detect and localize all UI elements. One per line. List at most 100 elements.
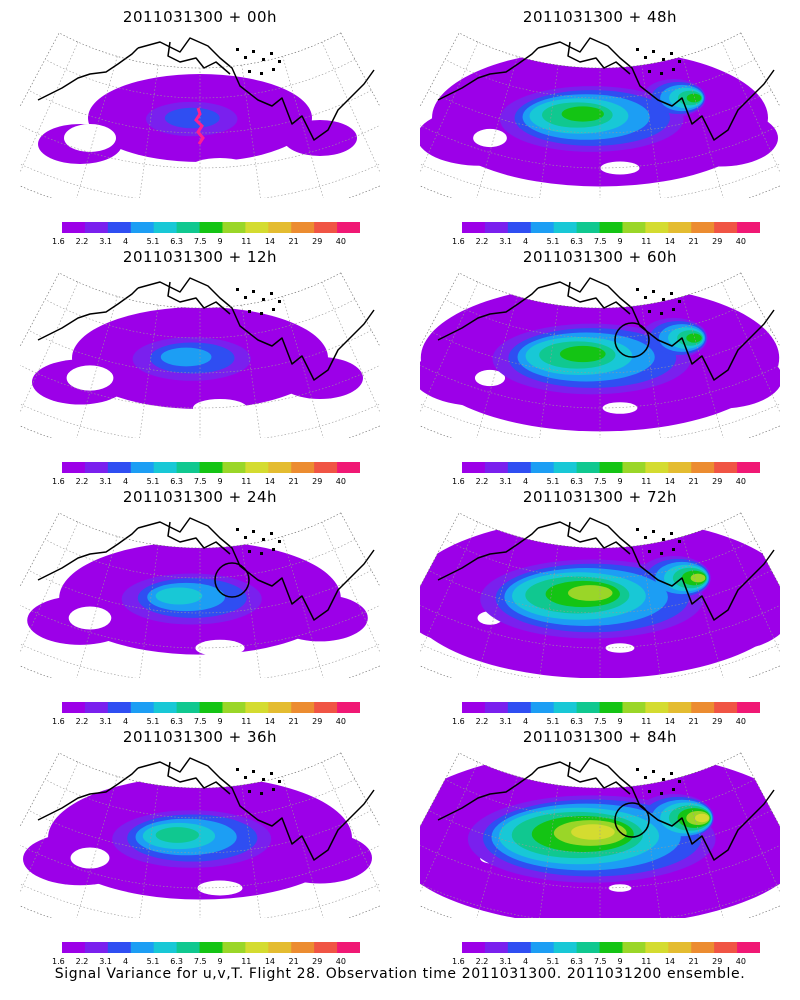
colorbar-tick-label: 1.6 <box>52 957 65 966</box>
island <box>248 790 251 793</box>
colorbar-swatch <box>291 702 315 713</box>
colorbar-swatch <box>153 702 178 713</box>
polar-stereographic-map <box>20 272 380 438</box>
colorbar-swatch <box>507 702 532 713</box>
colorbar-labels: 1.6 2.2 3.1 4 5.1 6.3 7.5 9 11 14 21 29 40 <box>52 717 368 729</box>
colorbar-swatch <box>176 222 201 233</box>
colorbar-tick-label: 14 <box>664 957 676 966</box>
colorbar-swatch <box>462 702 486 713</box>
island <box>652 530 655 533</box>
panel-title: 2011031300 + 72h <box>522 488 678 506</box>
colorbar-swatch <box>199 462 223 473</box>
colorbar-swatch <box>599 462 623 473</box>
colorbar-swatch <box>130 222 155 233</box>
colorbar-tick-label: 3.1 <box>499 957 513 966</box>
island <box>644 536 647 539</box>
colorbar-swatch <box>737 462 760 473</box>
coastline <box>437 277 775 381</box>
colorbar-swatch <box>714 942 738 953</box>
colorbar <box>62 222 360 233</box>
island <box>662 538 665 541</box>
colorbar-tick-label: 2.2 <box>75 717 89 726</box>
island <box>672 548 675 551</box>
colorbar-swatch <box>645 702 669 713</box>
colorbar-swatch <box>62 942 86 953</box>
island <box>660 792 663 795</box>
variance-contour <box>571 824 615 840</box>
colorbar-tick-label: 2.2 <box>475 237 489 246</box>
colorbar-swatch <box>268 942 292 953</box>
variance-field <box>38 74 357 178</box>
island <box>636 768 639 771</box>
colorbar-tick-label: 7.5 <box>593 477 607 486</box>
colorbar-swatch <box>576 942 601 953</box>
colorbar-tick-label: 40 <box>735 237 746 246</box>
colorbar-tick-label: 7.5 <box>193 237 207 246</box>
island <box>660 552 663 555</box>
polar-stereographic-map <box>420 272 780 438</box>
colorbar-swatch <box>245 222 269 233</box>
colorbar-swatch <box>462 222 486 233</box>
colorbar-swatch <box>107 702 132 713</box>
island <box>260 72 263 75</box>
colorbar-swatch <box>645 942 669 953</box>
polar-stereographic-map <box>20 512 380 678</box>
colorbar-tick-label: 3.1 <box>99 237 113 246</box>
coastline <box>37 37 375 141</box>
island <box>648 790 651 793</box>
colorbar-tick-label: 6.3 <box>170 477 183 486</box>
island <box>270 532 273 535</box>
island <box>278 300 281 303</box>
island <box>678 300 681 303</box>
coastline <box>437 517 775 621</box>
panel-title: 2011031300 + 00h <box>122 8 278 26</box>
panel-title: 2011031300 + 60h <box>522 248 678 266</box>
colorbar-tick-label: 2.2 <box>75 237 89 246</box>
colorbar-swatch <box>530 222 555 233</box>
map-panel: 2011031300 + 60h 1.6 2.2 3.1 4 5.1 6.3 7.5 9 11 14… <box>400 240 800 486</box>
colorbar-tick-label: 14 <box>264 237 276 246</box>
colorbar <box>62 702 360 713</box>
colorbar-swatch <box>107 462 132 473</box>
island <box>272 68 275 71</box>
colorbar-swatch <box>622 702 646 713</box>
colorbar-tick-label: 4 <box>122 717 129 726</box>
map-border <box>20 272 380 438</box>
coastline <box>37 277 375 381</box>
island <box>272 548 275 551</box>
colorbar-swatch <box>553 462 578 473</box>
colorbar-tick-label: 21 <box>288 477 299 486</box>
island <box>660 312 663 315</box>
island <box>244 776 247 779</box>
island <box>678 780 681 783</box>
island <box>236 528 239 531</box>
panel-title: 2011031300 + 48h <box>522 8 678 26</box>
island <box>248 310 251 313</box>
colorbar-tick-label: 9 <box>617 237 623 246</box>
variance-contour <box>561 106 604 122</box>
colorbar-tick-label: 1.6 <box>452 477 465 486</box>
graticule <box>420 761 780 918</box>
target-circle <box>614 802 650 838</box>
colorbar-tick-label: 11 <box>241 237 252 246</box>
colorbar-swatch <box>622 222 646 233</box>
colorbar-swatch <box>314 942 338 953</box>
colorbar-tick-label: 2.2 <box>75 957 89 966</box>
colorbar-swatch <box>691 942 715 953</box>
colorbar-tick-label: 29 <box>312 477 323 486</box>
map-panel: 2011031300 + 48h 1.6 2.2 3.1 4 5.1 6.3 7.5 9 11 14… <box>400 0 800 246</box>
island <box>262 58 265 61</box>
map-border <box>420 752 780 918</box>
colorbar-tick-label: 40 <box>335 717 346 726</box>
island <box>278 540 281 543</box>
colorbar-swatch <box>291 462 315 473</box>
colorbar-swatch <box>62 702 86 713</box>
island <box>252 530 255 533</box>
colorbar-tick-label: 40 <box>335 957 346 966</box>
coastline <box>37 517 375 621</box>
colorbar-swatch <box>176 942 201 953</box>
island <box>652 290 655 293</box>
colorbar-tick-label: 2.2 <box>75 477 89 486</box>
island <box>248 70 251 73</box>
colorbar-swatch <box>153 942 178 953</box>
